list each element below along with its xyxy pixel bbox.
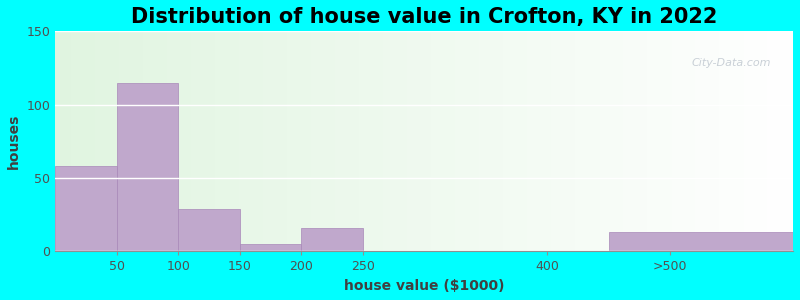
- Bar: [240, 244, 301, 251]
- Bar: [609, 232, 793, 251]
- Bar: [117, 83, 178, 251]
- X-axis label: house value ($1000): house value ($1000): [344, 279, 504, 293]
- Text: City-Data.com: City-Data.com: [691, 58, 771, 68]
- Bar: [55, 166, 117, 251]
- Bar: [301, 228, 362, 251]
- Title: Distribution of house value in Crofton, KY in 2022: Distribution of house value in Crofton, …: [131, 7, 718, 27]
- Bar: [178, 209, 240, 251]
- Y-axis label: houses: houses: [7, 114, 21, 169]
